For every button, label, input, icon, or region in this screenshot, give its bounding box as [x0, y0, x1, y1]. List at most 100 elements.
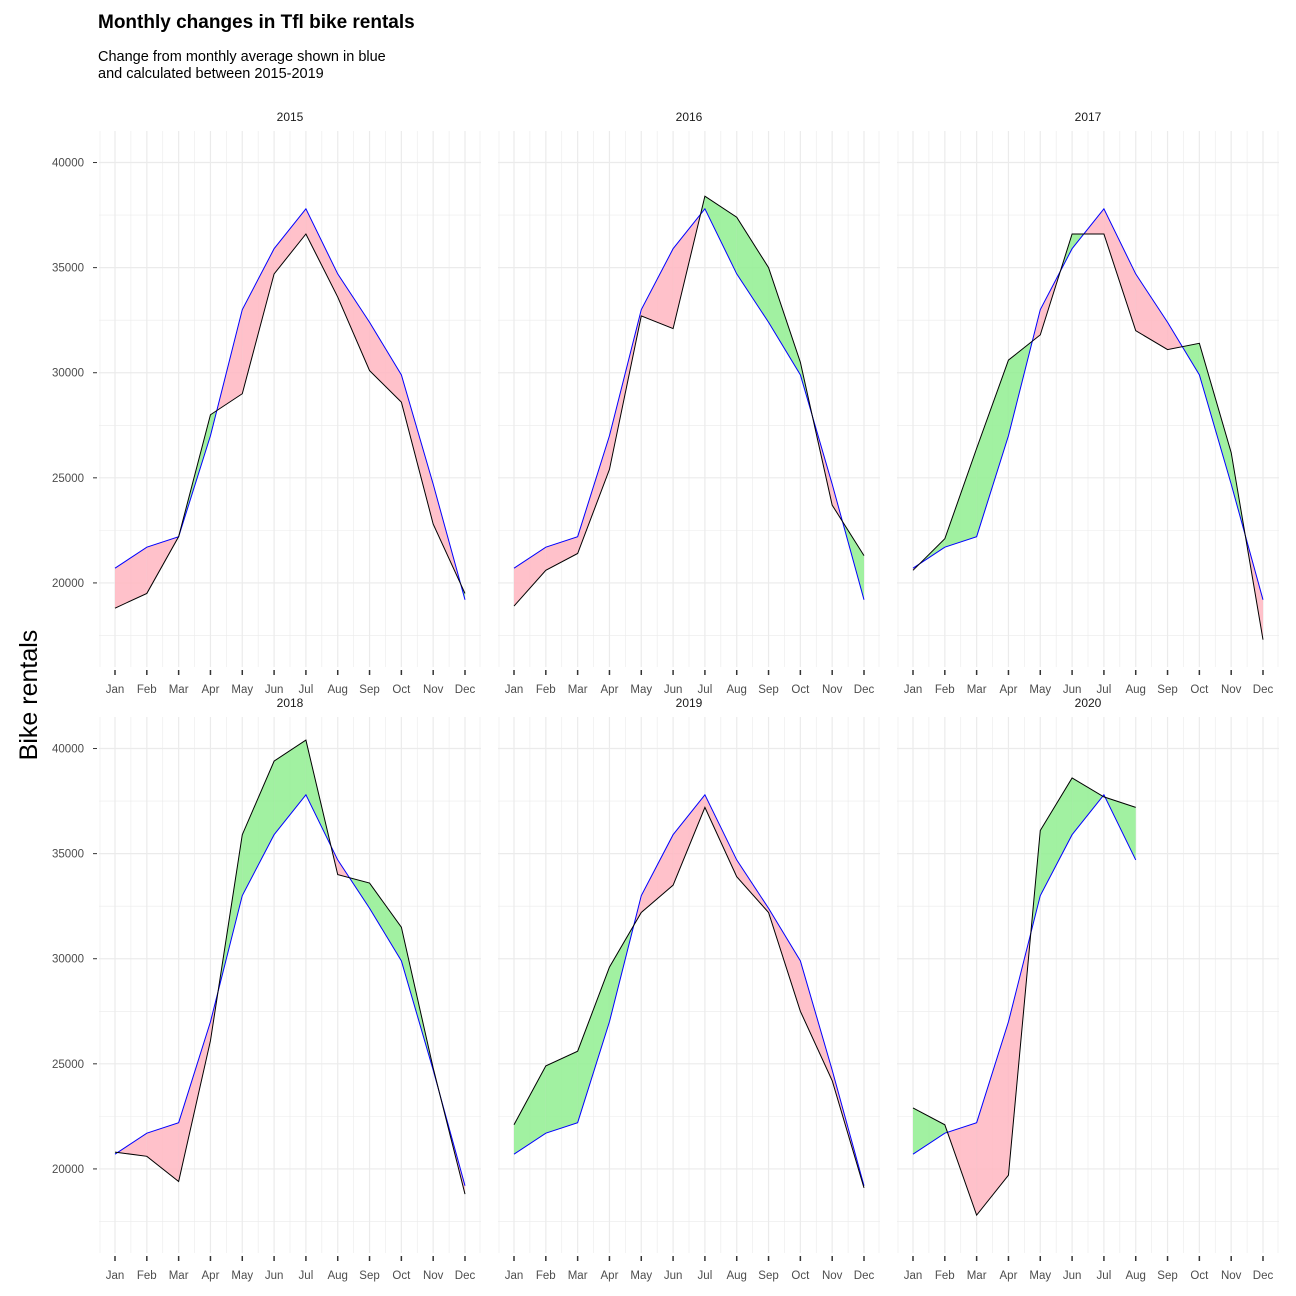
x-tick-label: Jul	[1097, 684, 1112, 696]
facet-label-2020: 2020	[1075, 696, 1102, 710]
x-tick-label: Jun	[265, 1270, 284, 1282]
x-tick-label: Mar	[967, 684, 987, 696]
facet-panel-2016: 2016 Jan Feb Mar Apr May Jun Jul Aug Sep Oct Nov Dec	[498, 110, 880, 696]
below-average-area	[337, 273, 370, 371]
chart-title: Monthly changes in Tfl bike rentals	[98, 12, 415, 33]
x-tick-label: May	[1029, 1270, 1051, 1282]
average-line	[513, 207, 865, 600]
below-average-area	[1103, 208, 1136, 331]
below-average-area	[976, 1021, 1009, 1216]
x-tick-label: Mar	[967, 1270, 987, 1282]
x-tick-label: Feb	[935, 1270, 955, 1282]
x-tick-label: Jan	[904, 684, 923, 696]
x-tick-label: Jul	[299, 684, 314, 696]
facet-label-2018: 2018	[277, 696, 304, 710]
x-tick-label: May	[1029, 684, 1051, 696]
average-line	[912, 793, 1137, 1155]
x-tick-label: Feb	[536, 1270, 556, 1282]
actual-line-2015	[114, 233, 466, 609]
x-tick-label: Jul	[1097, 1270, 1112, 1282]
x-tick-label: Nov	[822, 684, 843, 696]
below-average-area	[117, 1133, 147, 1157]
x-tick-label: Aug	[1125, 684, 1145, 696]
below-average-area	[369, 322, 402, 403]
x-tick-label: Dec	[455, 684, 476, 696]
x-tick-label: Aug	[327, 684, 347, 696]
facet-label-2016: 2016	[676, 110, 703, 124]
x-tick-label: Jan	[106, 684, 125, 696]
actual-line-2020	[912, 777, 1136, 1217]
x-tick-label: Dec	[1253, 1270, 1274, 1282]
above-average-area	[242, 761, 275, 896]
x-tick-label: Jun	[664, 684, 683, 696]
x-tick-label: Aug	[327, 1270, 347, 1282]
x-tick-label: Oct	[1190, 684, 1209, 696]
above-average-area	[704, 196, 737, 274]
above-average-area	[1040, 777, 1073, 896]
x-tick-label: Oct	[392, 1270, 411, 1282]
above-average-area	[274, 740, 306, 835]
below-average-area	[641, 834, 674, 913]
x-tick-label: Apr	[601, 1270, 619, 1282]
x-tick-label: Mar	[169, 1270, 189, 1282]
x-tick-label: May	[231, 1270, 253, 1282]
x-tick-label: Jun	[1063, 1270, 1082, 1282]
below-average-area	[146, 1122, 179, 1182]
facet-label-2019: 2019	[676, 696, 703, 710]
x-tick-label: Sep	[359, 1270, 379, 1282]
x-tick-label: Apr	[601, 684, 619, 696]
x-tick-label: Feb	[137, 684, 157, 696]
below-average-area	[947, 1122, 977, 1216]
x-tick-label: Jun	[265, 684, 284, 696]
above-average-area	[545, 1051, 578, 1134]
x-tick-label: Oct	[791, 1270, 810, 1282]
above-average-area	[577, 967, 610, 1123]
above-average-area	[976, 360, 1009, 537]
x-tick-label: Sep	[758, 684, 778, 696]
x-tick-label: Oct	[791, 684, 810, 696]
y-tick-label: 25000	[52, 473, 84, 485]
average-line	[114, 793, 466, 1186]
x-tick-label: Jan	[505, 684, 524, 696]
below-average-area	[178, 1021, 211, 1182]
x-tick-label: May	[231, 684, 253, 696]
below-average-area	[673, 794, 705, 886]
below-average-area	[115, 547, 147, 609]
x-tick-label: Sep	[758, 1270, 778, 1282]
x-tick-label: Jan	[106, 1270, 125, 1282]
x-tick-label: Jun	[664, 1270, 683, 1282]
y-tick-label: 35000	[52, 849, 84, 861]
below-average-area	[514, 547, 546, 607]
above-average-area	[369, 883, 402, 961]
above-average-area	[514, 1065, 546, 1155]
x-tick-label: Nov	[1221, 1270, 1242, 1282]
x-tick-label: May	[630, 684, 652, 696]
x-tick-label: Apr	[202, 1270, 220, 1282]
above-average-area	[944, 448, 977, 548]
facet-panel-2015: 2015 20000 25000 30000 35000 40000 Jan Feb Mar Ap…	[52, 110, 481, 696]
x-tick-label: Nov	[423, 684, 444, 696]
x-tick-label: Jul	[299, 1270, 314, 1282]
x-tick-label: Oct	[392, 684, 411, 696]
x-tick-label: Oct	[1190, 1270, 1209, 1282]
below-average-area	[274, 208, 306, 274]
x-tick-label: Mar	[169, 684, 189, 696]
x-tick-label: Nov	[822, 1270, 843, 1282]
average-line	[513, 793, 865, 1186]
actual-line-2019	[513, 806, 865, 1188]
below-average-area	[577, 435, 610, 554]
x-tick-label: Dec	[1253, 684, 1274, 696]
below-average-area	[800, 960, 833, 1081]
actual-line-2017	[912, 233, 1264, 640]
x-tick-label: Dec	[854, 1270, 875, 1282]
facet-label-2015: 2015	[277, 110, 304, 124]
average-line	[912, 207, 1264, 600]
average-line	[114, 207, 466, 600]
x-tick-label: Apr	[1000, 1270, 1018, 1282]
y-tick-label: 35000	[52, 263, 84, 275]
x-tick-label: Dec	[854, 684, 875, 696]
above-average-area	[1072, 777, 1103, 835]
x-tick-label: Jun	[1063, 684, 1082, 696]
x-tick-label: Aug	[1125, 1270, 1145, 1282]
